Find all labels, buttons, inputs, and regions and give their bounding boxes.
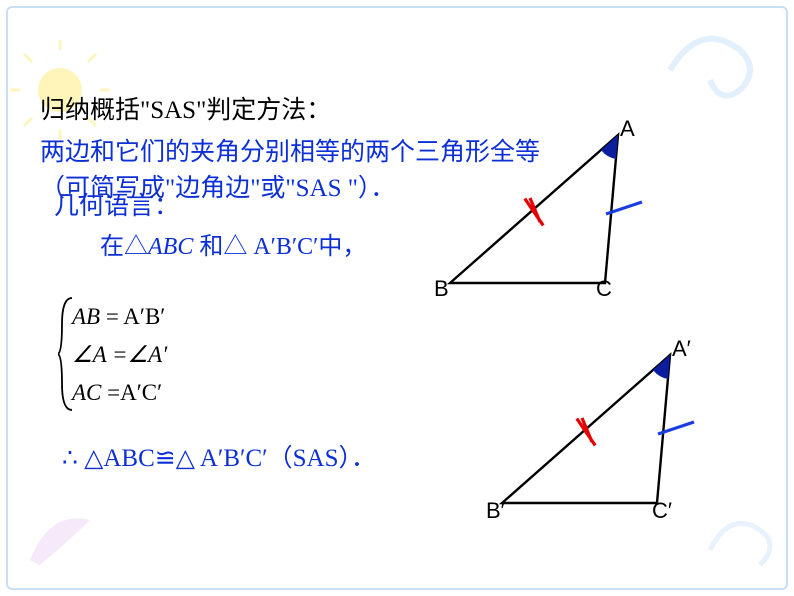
bg-leaf-bl: [10, 470, 150, 590]
cond-1: AB = A′B′: [72, 298, 167, 336]
cond-3: AC =A′C′: [72, 374, 167, 412]
triangle-abc: A B C: [438, 128, 658, 308]
label-ap: A′: [672, 336, 691, 362]
label-a: A: [620, 116, 635, 142]
label-bp: B′: [486, 498, 505, 524]
in-abc: ABC: [148, 234, 193, 260]
conditions-block: AB = A′B′ ∠A =∠A′ AC =A′C′: [72, 298, 167, 412]
bg-swirl-br: [700, 500, 790, 590]
title-line: 归纳概括"SAS"判定方法：: [40, 90, 760, 126]
geom-lang-label: 几何语言：: [54, 186, 179, 222]
label-cp: C′: [652, 498, 672, 524]
conclusion-line: ∴ △ABC≌△ A′B′C′（SAS）．: [62, 438, 376, 474]
in-line: 在△ABC 和△ A′B′C′中，: [100, 226, 366, 261]
in-mid: 和△ A′B′C′中，: [193, 234, 366, 260]
cond-2: ∠A =∠A′: [72, 336, 167, 374]
label-b: B: [434, 276, 449, 302]
triangle-aprime: A′ B′ C′: [490, 348, 710, 538]
in-prefix: 在△: [100, 234, 148, 260]
label-c: C: [596, 276, 612, 302]
